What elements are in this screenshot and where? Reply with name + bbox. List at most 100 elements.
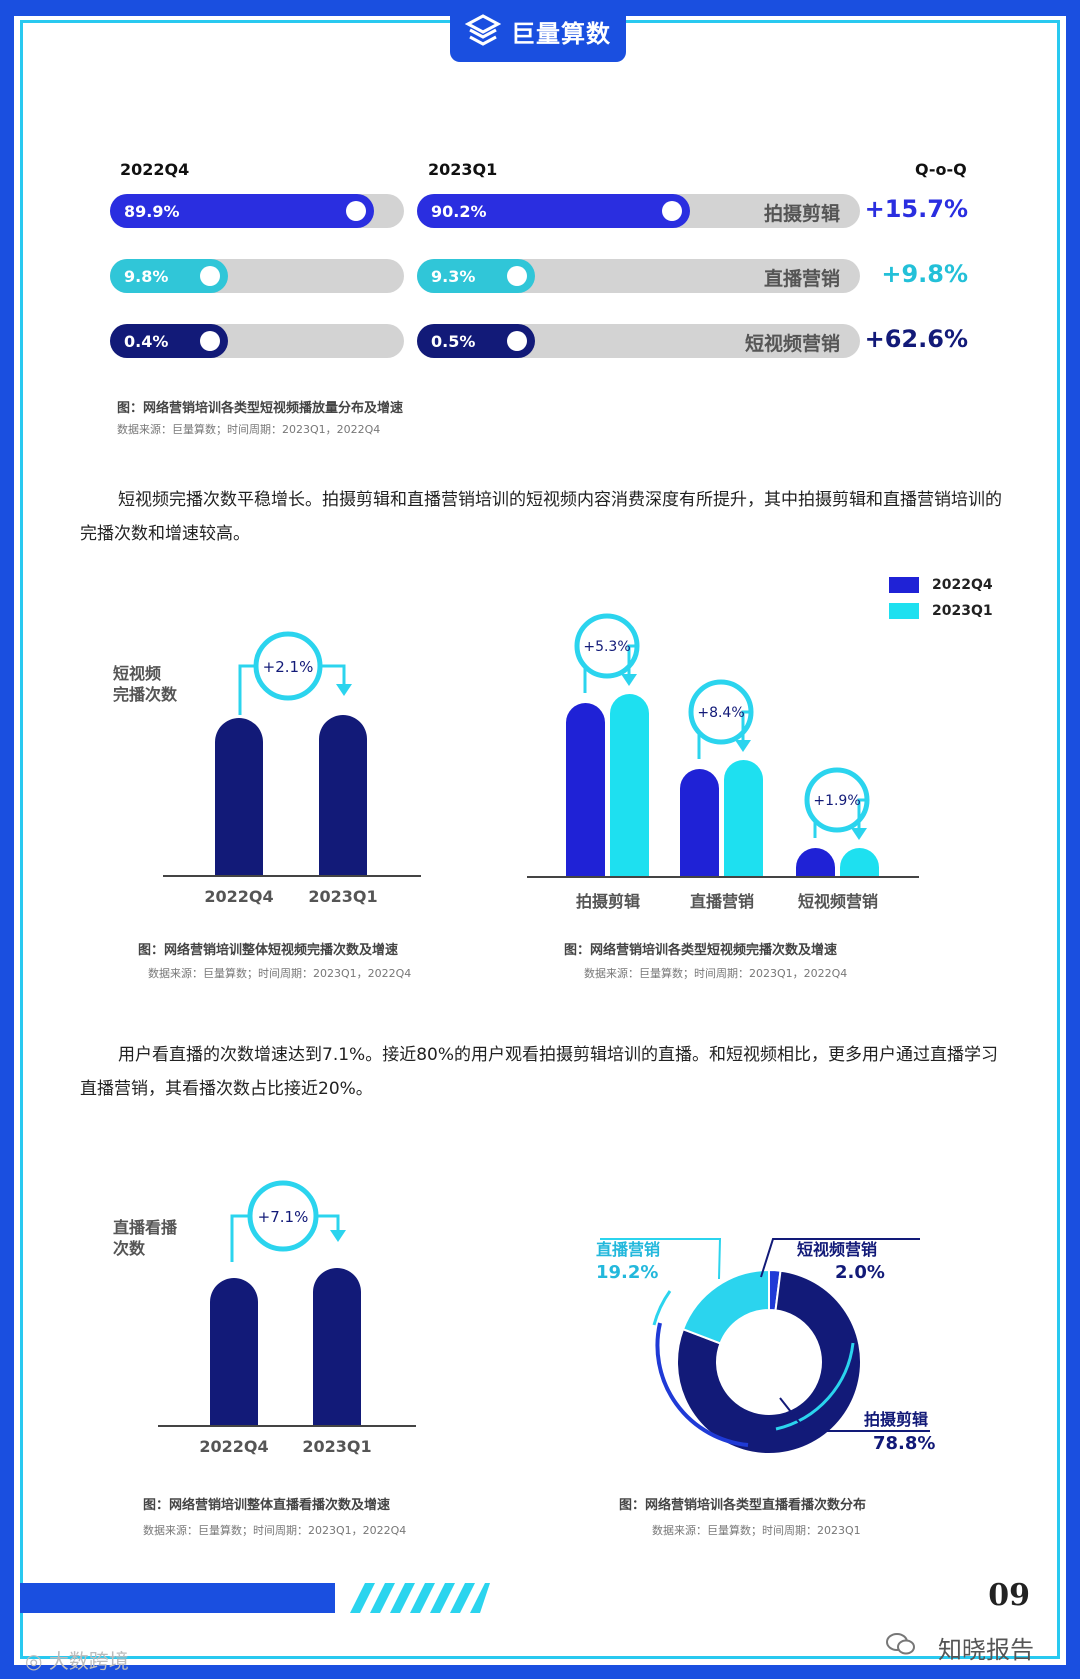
chart4-source: 数据来源：巨量算数；时间周期：2023Q1 [652,1524,861,1537]
ranking-col2-header: 2023Q1 [428,160,498,179]
chart1-bar-2023q1 [319,715,367,875]
brand-name: 巨量算数 [511,19,611,48]
chart2-caption: 图：网络营销培训各类型短视频完播次数及增速 [564,943,838,958]
ranking-category-1: 拍摄剪辑 [763,203,840,225]
chart3-bar-2023q1 [313,1268,361,1425]
ranking-pill-2023q1-3: 0.5% [417,324,535,358]
legend-swatch-2022q4 [889,577,919,593]
chart1-ylabel-line2: 完播次数 [113,685,178,704]
chart1-ylabel-line1: 短视频 [113,664,162,683]
chart1-axis [163,875,421,877]
chart2-bar-2023q1-3 [840,848,879,876]
chart4-svg [600,1238,930,1455]
chart3-ylabel-line1: 直播看播 [113,1218,178,1237]
ranking-pill-2023q1-1: 90.2% [417,194,690,228]
footer-stripe [20,1583,490,1613]
wechat-icon [886,1633,916,1655]
watermark-dashu-text: 大数跨境 [48,1649,129,1673]
chart2-callout-label-1: +5.3% [583,639,630,655]
chart1-bar-2023q1-label: 2023Q1 [308,887,378,906]
chart3-bar-2022q4 [210,1278,258,1425]
chart3-growth-label: +7.1% [258,1208,309,1226]
ranking-category-3: 短视频营销 [744,333,840,355]
ranking-source: 数据来源：巨量算数；时间周期：2023Q1，2022Q4 [117,423,381,436]
ranking-pill-2023q1-3-knob [507,331,527,351]
ranking-pill-2023q1-2: 9.3% [417,259,535,293]
ranking-pill-2022q4-3-knob [200,331,220,351]
donut-chart [676,1268,862,1455]
paragraph-1: 短视频完播次数平稳增长。拍摄剪辑和直播营销培训的短视频内容消费深度有所提升，其中… [80,490,1002,544]
chart2-bar-2022q4-3 [796,848,835,876]
donut-outer-arcs [652,1290,855,1447]
donut-leader-lines [600,1238,930,1432]
chart2-axis [527,876,919,878]
donut-pct-livestream: 19.2% [596,1262,659,1283]
chart3-ylabel-line2: 次数 [113,1239,146,1258]
chart1-ylabel: 短视频 完播次数 [113,663,177,705]
chart1-source: 数据来源：巨量算数；时间周期：2023Q1，2022Q4 [148,967,412,980]
paragraph-2: 用户看直播的次数增速达到7.1%。接近80%的用户观看拍摄剪辑培训的直播。和短视… [80,1045,998,1099]
ranking-pill-2023q1-2-knob [507,266,527,286]
chart1-bar-2022q4-label: 2022Q4 [204,887,274,906]
donut-slice-2 [681,1268,770,1345]
chart2-xlabel-3: 短视频营销 [797,892,878,911]
donut-pct-shortvideo: 2.0% [835,1262,885,1283]
donut-label-shortvideo: 短视频营销 [797,1240,878,1259]
ranking-col3-header: Q-o-Q [915,160,967,179]
watermark-zhixiao: 知晓报告 [938,1636,1034,1664]
ranking-pill-2022q4-1-knob [346,201,366,221]
chart2-callout-1: +5.3% [574,613,640,693]
chart2-callout-label-2: +8.4% [697,705,744,721]
legend-label-2022q4: 2022Q4 [932,577,993,593]
brand-tab: 巨量算数 [450,0,626,62]
chart3-growth-callout: +7.1% [230,1180,346,1262]
ranking-pill-2022q4-2-knob [200,266,220,286]
watermark-dashu: ◎ 大数跨境 [25,1645,129,1674]
legend-swatch-2023q1 [889,603,919,619]
chart2-callout-3: +1.9% [804,767,870,840]
chart2-bar-2023q1-2 [724,760,763,876]
ranking-qoq-1: +15.7% [864,195,968,223]
donut-label-livestream: 直播营销 [596,1240,661,1259]
chart3-ylabel: 直播看播 次数 [113,1217,177,1259]
legend-label-2023q1: 2023Q1 [932,603,993,619]
chart3-caption: 图：网络营销培训整体直播看播次数及增速 [143,1498,391,1513]
chart3-svg: +7.1% [230,1180,346,1262]
ranking-pill-2023q1-1-knob [662,201,682,221]
ranking-pill-2022q4-2-value: 9.8% [124,266,169,286]
chart2-callout-2: +8.4% [688,679,754,759]
ranking-pill-2022q4-3: 0.4% [110,324,228,358]
chart1-svg: +2.1% [238,631,352,715]
ranking-pill-2023q1-3-value: 0.5% [431,331,476,351]
ranking-col1-header: 2022Q4 [120,160,190,179]
donut-label-filming: 拍摄剪辑 [864,1410,929,1429]
chart1-growth-callout: +2.1% [238,631,352,715]
chart1-growth-label: +2.1% [263,658,314,676]
ranking-category-2: 直播营销 [763,268,840,290]
chart2-source: 数据来源：巨量算数；时间周期：2023Q1，2022Q4 [584,967,848,980]
chart2-xlabel-1: 拍摄剪辑 [575,892,640,911]
ranking-pill-2023q1-2-value: 9.3% [431,266,476,286]
watermark-dashu-icon: ◎ [25,1649,49,1673]
ranking-pill-2022q4-1: 89.9% [110,194,374,228]
donut-slice-1 [676,1269,862,1455]
donut-pct-filming: 78.8% [873,1433,936,1454]
ranking-pill-2022q4-1-value: 89.9% [124,201,180,221]
ranking-caption: 图：网络营销培训各类型短视频播放量分布及增速 [117,401,404,416]
ranking-pill-2022q4-2: 9.8% [110,259,228,293]
chart3-bar-2023q1-label: 2023Q1 [302,1437,372,1456]
chart2-bar-2023q1-1 [610,694,649,876]
chart3-axis [158,1425,416,1427]
chart3-bar-2022q4-label: 2022Q4 [199,1437,269,1456]
chart1-caption: 图：网络营销培训整体短视频完播次数及增速 [138,943,399,958]
page-number: 09 [988,1578,1030,1613]
chart2-bar-2022q4-2 [680,769,719,876]
chart2-callout-label-3: +1.9% [813,793,860,809]
brand-logo-icon [465,14,501,46]
chart2-svg: +5.3% +8.4% +1.9% [574,613,870,840]
chart2-callouts: +5.3% +8.4% +1.9% [574,613,870,840]
ranking-qoq-3: +62.6% [864,325,968,353]
chart3-source: 数据来源：巨量算数；时间周期：2023Q1，2022Q4 [143,1524,407,1537]
ranking-qoq-2: +9.8% [881,260,968,288]
